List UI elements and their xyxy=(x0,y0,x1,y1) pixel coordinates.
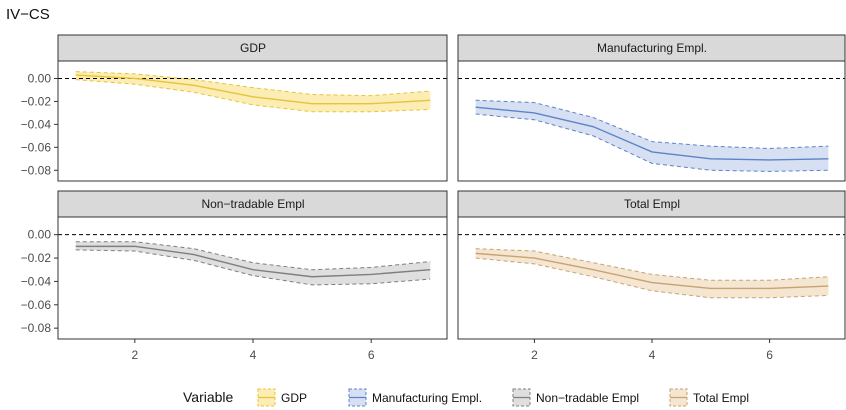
legend-item-label: Non−tradable Empl xyxy=(536,391,639,405)
legend-item-label: Total Empl xyxy=(693,391,749,405)
lower-bound-line xyxy=(475,257,829,299)
x-tick-label: 4 xyxy=(250,348,257,362)
x-tick-label: 6 xyxy=(766,348,773,362)
estimate-line xyxy=(475,106,829,161)
legend-title: Variable xyxy=(183,389,234,405)
facet-strip-label: GDP xyxy=(240,41,266,55)
y-tick-label: −0.04 xyxy=(21,274,52,288)
confidence-band xyxy=(475,100,829,172)
x-tick-label: 2 xyxy=(531,348,538,362)
estimate-line xyxy=(75,245,431,278)
x-tick-label: 6 xyxy=(368,348,375,362)
facet-panel-3: Total Empl xyxy=(457,190,846,340)
y-tick-label: 0.00 xyxy=(28,71,52,85)
legend-item-label: GDP xyxy=(281,391,307,405)
panel-border xyxy=(57,60,448,182)
facet-strip-label: Manufacturing Empl. xyxy=(597,41,707,55)
facet-strip xyxy=(57,190,448,218)
upper-bound-line xyxy=(75,241,431,271)
lower-bound-line xyxy=(75,249,431,286)
upper-bound-line xyxy=(475,248,829,281)
y-tick-label: 0.00 xyxy=(28,228,52,242)
chart-title: IV−CS xyxy=(6,6,50,23)
lower-bound-line xyxy=(75,79,431,113)
facet-panel-2: Non−tradable Empl xyxy=(57,190,448,340)
upper-bound-line xyxy=(75,71,431,97)
y-tick-label: −0.06 xyxy=(21,140,52,154)
estimate-line xyxy=(75,74,431,105)
y-tick-label: −0.08 xyxy=(21,163,52,177)
facet-panel-0: GDP xyxy=(57,34,448,182)
panel-border xyxy=(457,60,846,182)
facet-panel-1: Manufacturing Empl. xyxy=(457,34,846,182)
x-tick-label: 4 xyxy=(649,348,656,362)
facet-strip xyxy=(457,34,846,62)
facet-strip xyxy=(57,34,448,62)
legend: Variable GDP Manufacturing Empl. Non−tradab… xyxy=(183,388,749,407)
x-tick-label: 2 xyxy=(131,348,138,362)
y-tick-label: −0.08 xyxy=(21,321,52,335)
lower-bound-line xyxy=(475,113,829,172)
facet-strip-label: Total Empl xyxy=(624,197,680,211)
confidence-band xyxy=(475,248,829,298)
estimate-line xyxy=(475,252,829,290)
legend-item-label: Manufacturing Empl. xyxy=(372,391,482,405)
facet-strip-label: Non−tradable Empl xyxy=(201,197,304,211)
y-tick-label: −0.02 xyxy=(21,94,52,108)
upper-bound-line xyxy=(475,99,829,149)
y-tick-label: −0.02 xyxy=(21,251,52,265)
y-tick-label: −0.06 xyxy=(21,298,52,312)
y-tick-label: −0.04 xyxy=(21,117,52,131)
facet-strip xyxy=(457,190,846,218)
confidence-band xyxy=(75,241,431,285)
